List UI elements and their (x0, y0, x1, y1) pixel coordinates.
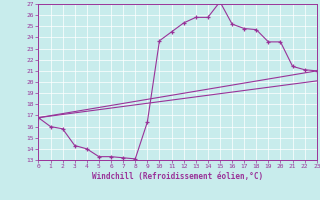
X-axis label: Windchill (Refroidissement éolien,°C): Windchill (Refroidissement éolien,°C) (92, 172, 263, 181)
